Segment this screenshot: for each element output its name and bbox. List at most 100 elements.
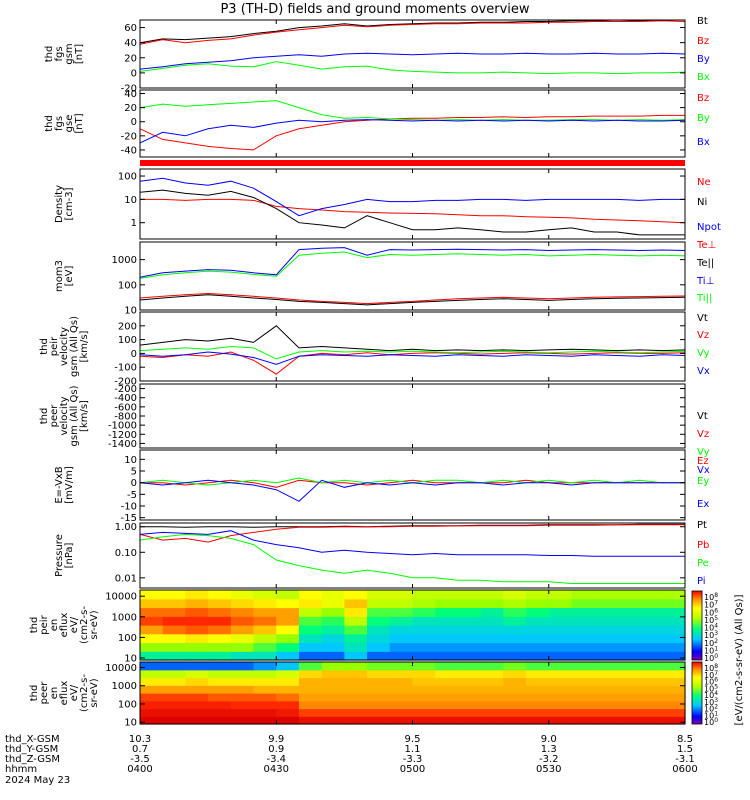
heatmap-cell xyxy=(594,598,618,609)
heatmap-cell xyxy=(253,669,277,679)
heatmap-cell xyxy=(185,693,209,702)
legend-Pt: Pt xyxy=(697,520,707,531)
heatmap-cell xyxy=(435,716,459,725)
heatmap-cell xyxy=(321,598,345,609)
heatmap-cell xyxy=(457,708,482,717)
heatmap-cell xyxy=(548,598,573,609)
colorbar-label: [eV/(cm2-s-sr-eV) (All Qs)] xyxy=(734,594,745,725)
panel-peer_spectrogram: 10000 1000 100 10 thd peer en eflux eV/(cm2-s-sr… xyxy=(29,661,686,729)
heatmap-cell xyxy=(321,616,345,626)
x-axis-value: 0.9 xyxy=(268,744,284,755)
y-axis-label-line: sr-eV) xyxy=(89,610,100,639)
legend-Bx: Bx xyxy=(697,72,710,83)
heatmap-cell xyxy=(662,669,686,679)
y-axis-label-line: peir xyxy=(39,614,50,634)
y-tick-label: 100 xyxy=(118,172,137,183)
heatmap-cell xyxy=(253,716,277,725)
heatmap-cell xyxy=(208,633,232,644)
heatmap-cell xyxy=(185,616,209,626)
heatmap-cell xyxy=(367,598,391,609)
heatmap-cell xyxy=(162,616,187,626)
x-axis-value: -3.5 xyxy=(130,754,150,765)
heatmap-cell xyxy=(389,708,414,717)
colorbar-tick-label: 103 xyxy=(704,697,718,707)
x-axis-value: 0400 xyxy=(127,764,152,775)
heatmap-cell xyxy=(185,633,209,644)
heatmap-cell xyxy=(321,708,345,717)
panel-frame xyxy=(139,241,686,311)
colorbar-tick-label: 102 xyxy=(704,704,718,714)
colorbar-tick-label: 102 xyxy=(704,638,718,648)
legend-Vz: Vz xyxy=(697,429,709,440)
colorbar-tick-exponent: 1 xyxy=(714,710,718,717)
y-tick-label: 200 xyxy=(118,321,137,332)
heatmap-cell xyxy=(594,651,618,661)
y-tick-label: 1 xyxy=(131,218,137,229)
series-line-Bx xyxy=(139,119,686,144)
heatmap-cell xyxy=(435,616,459,626)
colorbar-tick-exponent: 3 xyxy=(714,697,718,704)
legend-Pe: Pe xyxy=(697,558,709,569)
heatmap-cell xyxy=(639,598,663,609)
x-axis-value: 0.7 xyxy=(132,744,148,755)
heatmap-cell xyxy=(594,625,618,635)
heatmap-cell xyxy=(412,669,436,679)
heatmap-cell xyxy=(412,590,436,600)
x-axis-value: 9.5 xyxy=(405,734,421,745)
heatmap-cell xyxy=(412,685,436,694)
heatmap-cell xyxy=(276,662,300,671)
heatmap-cell xyxy=(185,716,209,725)
heatmap-cell xyxy=(344,693,368,702)
heatmap-cell xyxy=(616,685,641,694)
heatmap-cell xyxy=(526,651,550,661)
heatmap-cell xyxy=(162,633,187,644)
heatmap-cell xyxy=(457,651,482,661)
heatmap-cell xyxy=(389,651,414,661)
heatmap-cell xyxy=(344,598,368,609)
heatmap-cell xyxy=(208,598,232,609)
y-tick-label: -10 xyxy=(121,502,137,513)
heatmap-cell xyxy=(367,625,391,635)
heatmap-cell xyxy=(662,662,686,671)
heatmap-cell xyxy=(162,693,187,702)
heatmap-cell xyxy=(230,700,255,710)
legend-Vy: Vy xyxy=(697,447,710,458)
heatmap-cell xyxy=(162,677,187,686)
heatmap-cell xyxy=(321,693,345,702)
heatmap-cell xyxy=(412,633,436,644)
heatmap-cell xyxy=(412,693,436,702)
x-axis-value: 8.5 xyxy=(677,734,693,745)
heatmap-cell xyxy=(344,625,368,635)
heatmap-cell xyxy=(548,651,573,661)
series-line-Bx xyxy=(139,61,686,75)
heatmap-cell xyxy=(389,716,414,725)
heatmap-cell xyxy=(503,708,527,717)
heatmap-cell xyxy=(594,669,618,679)
heatmap-cell xyxy=(185,598,209,609)
heatmap-cell xyxy=(276,590,300,600)
heatmap-cell xyxy=(503,669,527,679)
heatmap-cell xyxy=(571,716,595,725)
panel-temperature: 1000 100 10 mom3 [eV] Te⊥ Te|| Ti⊥ Ti|| xyxy=(54,240,716,317)
heatmap-cell xyxy=(639,651,663,661)
heatmap-cell xyxy=(457,677,482,686)
heatmap-cell xyxy=(526,633,550,644)
heatmap-cell xyxy=(503,700,527,710)
heatmap-cell xyxy=(253,651,277,661)
heatmap-cell xyxy=(639,669,663,679)
heatmap-cell xyxy=(208,651,232,661)
colorbar-tick-label: 106 xyxy=(704,607,718,617)
time-axis: thd_X-GSM 10.3 9.9 9.5 9.0 8.5 thd_Y-GSM 0.7 0.9… xyxy=(5,734,698,786)
heatmap-cell xyxy=(480,625,504,635)
y-tick-label: 100 xyxy=(118,633,137,644)
heatmap-cell xyxy=(321,642,345,652)
heatmap-cell xyxy=(298,662,323,671)
x-axis-value: 1.1 xyxy=(405,744,421,755)
heatmap-cell xyxy=(321,716,345,725)
heatmap-cell xyxy=(140,642,164,652)
heatmap-cell xyxy=(344,642,368,652)
heatmap-cell xyxy=(571,700,595,710)
heatmap-cell xyxy=(639,616,663,626)
y-tick-label: 20 xyxy=(124,103,137,114)
